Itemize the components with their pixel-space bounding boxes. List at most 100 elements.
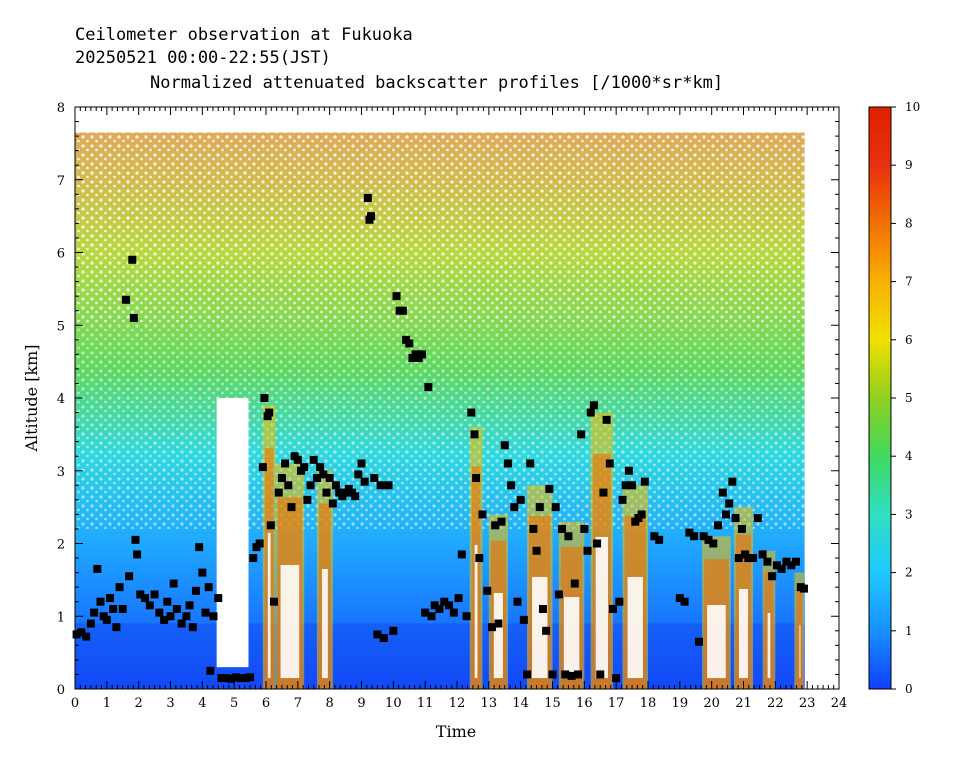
cloud-base-point — [384, 481, 393, 490]
cloud-base-point — [150, 590, 159, 599]
plot-area — [75, 132, 805, 689]
cloud-base-point — [787, 561, 796, 570]
cloud-base-point — [554, 590, 563, 599]
cloud-base-point — [328, 499, 337, 508]
x-tick-label: 11 — [417, 696, 434, 711]
cloud-base-point — [155, 608, 164, 617]
colorbar: 0 1 2 3 4 5 6 7 8 9 10 — [868, 100, 920, 696]
cloud-base-point — [772, 561, 781, 570]
cloud-base-point — [621, 481, 630, 490]
cloud-base-point — [472, 474, 481, 483]
cloud-base-point — [573, 670, 582, 679]
cloud-base-point — [293, 455, 302, 464]
attenuated-region — [595, 536, 608, 679]
x-tick-label: 9 — [357, 696, 365, 711]
cloud-base-point — [217, 674, 226, 683]
x-tick-label: 23 — [799, 696, 816, 711]
colorbar-tick-label: 2 — [905, 566, 913, 580]
x-tick-label: 16 — [576, 696, 593, 711]
cloud-base-point — [300, 463, 309, 472]
cloud-base-point — [435, 604, 444, 613]
cloud-base-point — [491, 521, 500, 530]
cloud-base-point — [106, 594, 115, 603]
colorbar-tick-label: 3 — [905, 507, 913, 521]
cloud-base-point — [510, 503, 519, 512]
cloud-base-point — [721, 510, 730, 519]
cloud-base-point — [306, 481, 315, 490]
colorbar-tick-label: 0 — [905, 682, 913, 696]
x-tick-label: 19 — [672, 696, 689, 711]
cloud-base-point — [274, 488, 283, 497]
cloud-base-point — [457, 550, 466, 559]
y-tick-label: 5 — [57, 319, 65, 334]
cloud-base-point — [206, 666, 215, 675]
cloud-base-point — [526, 459, 535, 468]
cloud-base-point — [680, 597, 689, 606]
x-tick-label: 13 — [481, 696, 498, 711]
cloud-base-point — [516, 495, 525, 504]
cloud-base-point — [198, 568, 207, 577]
cloud-base-point — [440, 597, 449, 606]
cloud-base-point — [421, 608, 430, 617]
cloud-base-point — [118, 604, 127, 613]
cloud-base-point — [145, 601, 154, 610]
x-tick-label: 0 — [71, 696, 79, 711]
cloud-base-point — [163, 597, 172, 606]
cloud-base-point — [136, 590, 145, 599]
attenuated-region — [738, 588, 749, 679]
x-tick-label: 5 — [230, 696, 238, 711]
echo-column-core — [796, 590, 802, 689]
x-tick-label: 15 — [544, 696, 561, 711]
cloud-base-point — [699, 532, 708, 541]
x-tick-label: 18 — [640, 696, 657, 711]
cloud-base-point — [570, 579, 579, 588]
chart-title: Ceilometer observation at Fukuoka — [75, 25, 413, 45]
cloud-base-point — [737, 524, 746, 533]
cloud-base-point — [109, 604, 118, 613]
cloud-base-point — [704, 535, 713, 544]
attenuated-region — [767, 612, 771, 679]
cloud-base-point — [277, 474, 286, 483]
cloud-base-point — [725, 499, 734, 508]
cloud-base-point — [763, 557, 772, 566]
cloud-base-point — [398, 306, 407, 315]
cloud-base-point — [564, 532, 573, 541]
x-tick-label: 8 — [326, 696, 334, 711]
cloud-base-point — [602, 415, 611, 424]
cloud-base-point — [478, 510, 487, 519]
cloud-base-point — [596, 670, 605, 679]
cloud-base-point — [731, 514, 740, 523]
cloud-base-point — [445, 601, 454, 610]
cloud-base-point — [169, 579, 178, 588]
cloud-base-point — [204, 583, 213, 592]
y-tick-label: 7 — [57, 174, 65, 189]
x-tick-label: 22 — [767, 696, 784, 711]
x-tick-label: 14 — [512, 696, 529, 711]
cloud-base-point — [777, 564, 786, 573]
cloud-base-point — [624, 466, 633, 475]
cloud-base-point — [462, 612, 471, 621]
cloud-base-point — [373, 630, 382, 639]
cloud-base-point — [332, 481, 341, 490]
cloud-base-point — [82, 632, 91, 641]
cloud-base-point — [129, 313, 138, 322]
cloud-base-point — [744, 554, 753, 563]
x-tick-label: 24 — [831, 696, 848, 711]
cloud-base-point — [191, 586, 200, 595]
colorbar-tick-label: 5 — [905, 391, 913, 405]
cloud-base-point — [287, 503, 296, 512]
attenuated-region — [532, 576, 548, 679]
cloud-base-point — [241, 674, 250, 683]
cloud-base-point — [608, 604, 617, 613]
cloud-base-point — [166, 612, 175, 621]
cloud-base-point — [586, 408, 595, 417]
colorbar-tick-label: 8 — [905, 216, 913, 230]
boundary-layer-band — [75, 623, 805, 689]
cloud-base-point — [195, 543, 204, 552]
cloud-base-point — [185, 601, 194, 610]
cloud-base-point — [427, 612, 436, 621]
cloud-base-point — [497, 517, 506, 526]
cloud-base-point — [593, 539, 602, 548]
colorbar-gradient — [868, 106, 892, 690]
cloud-base-point — [500, 441, 509, 450]
